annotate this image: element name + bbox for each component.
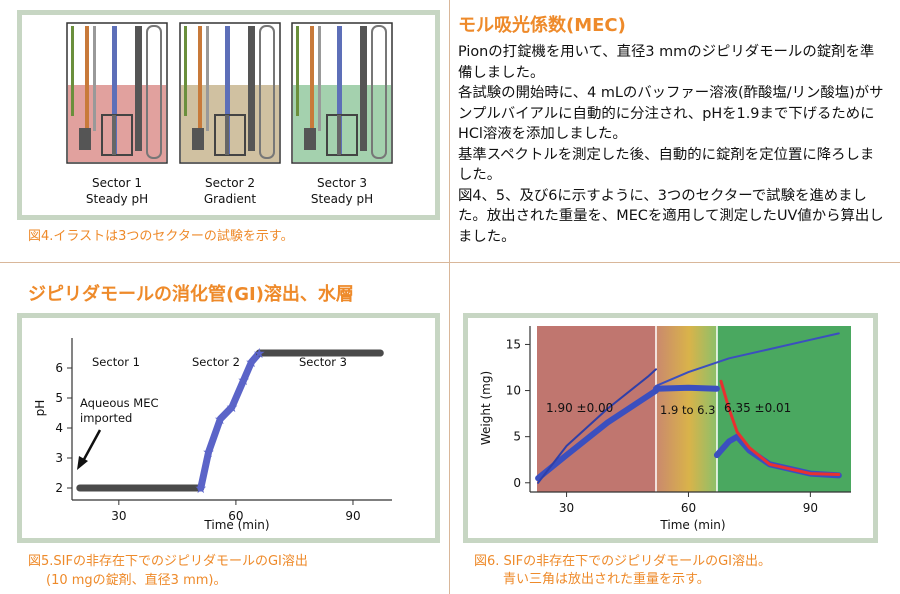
- mec-body: Pionの打錠機を用いて、直径3 mmのジピリダモールの錠剤を準備しました。 各…: [458, 42, 888, 247]
- ph-chart-ytick-label: 4: [55, 421, 63, 435]
- mec-paragraph-1: Pionの打錠機を用いて、直径3 mmのジピリダモールの錠剤を準備しました。: [458, 44, 875, 81]
- annotation-sector-2: Sector 2: [192, 355, 240, 369]
- ph-chart-ytick-label: 2: [55, 481, 63, 495]
- annotation-sector-3-ph: 6.35 ±0.01: [724, 401, 791, 415]
- ph-chart-point: [229, 404, 235, 410]
- weight-chart-ytick-label: 15: [506, 337, 521, 351]
- ph-chart-point: [206, 449, 212, 455]
- ph-chart-star-marker: ★: [202, 445, 215, 461]
- vessel-sector-3: [291, 22, 393, 164]
- weight-chart: 30 60 90 0 5 10 15 Time (min) Weight (mg) 1.90…: [479, 326, 851, 532]
- mec-title: モル吸光係数(MEC): [458, 15, 626, 36]
- ph-chart-point: [77, 485, 83, 491]
- sector-1-name: Sector 1: [92, 176, 142, 190]
- ph-chart-xlabel: Time (min): [203, 518, 269, 532]
- ph-chart-star-marker: ★: [194, 481, 207, 497]
- sector-3-desc: Steady pH: [311, 192, 373, 206]
- fig5-frame: 30 60 90 2 3 4 5 6 ★ ★ ★ ★ ★ ★ ★ Time (min) pH Sector…: [17, 313, 440, 543]
- ph-chart-point: [155, 485, 161, 491]
- fig6-frame: 30 60 90 0 5 10 15 Time (min) Weight (mg) 1.90…: [463, 313, 878, 543]
- weight-chart-xlabel: Time (min): [659, 518, 725, 532]
- mec-paragraph-3: 基準スペクトルを測定した後、自動的に錠剤を定位置に降ろしました。: [458, 146, 875, 184]
- ph-chart-point: [198, 485, 204, 491]
- sector-2-name: Sector 2: [205, 176, 255, 190]
- ph-chart-point: [217, 416, 223, 422]
- ph-chart-star-marker: ★: [253, 346, 266, 362]
- fig6-caption-line-1: 図6. SIFの非存在下でのジピリダモールのGI溶出。: [474, 554, 772, 569]
- weight-chart-xtick-label: 60: [681, 501, 696, 515]
- annotation-sector-2-ph: 1.9 to 6.3: [660, 403, 715, 417]
- weight-chart-ytick-label: 0: [513, 476, 521, 490]
- ph-chart-star-marker: ★: [226, 400, 239, 416]
- ph-chart-xtick-label: 30: [111, 509, 126, 523]
- sector-1-desc: Steady pH: [86, 192, 148, 206]
- gi-title: ジピリダモールの消化管(GI)溶出、水層: [28, 284, 354, 305]
- ph-chart-ytick-label: 5: [55, 391, 63, 405]
- ph-chart-point: [330, 350, 336, 356]
- weight-chart-ytick-label: 5: [513, 430, 521, 444]
- fig5-caption-line-1: 図5.SIFの非存在下でのジピリダモールのGI溶出: [28, 554, 308, 569]
- weight-chart-ylabel: Weight (mg): [479, 371, 493, 445]
- ph-chart-star-marker: ★: [245, 355, 258, 371]
- annotation-aqueous-mec: Aqueous MEC: [80, 396, 159, 410]
- sector-3-band: [717, 326, 851, 492]
- ph-chart-point: [116, 485, 122, 491]
- sector-illustration: Sector 1 Steady pH Sector 2 Gradient Sec…: [66, 22, 393, 206]
- ph-chart-ytick-label: 3: [55, 451, 63, 465]
- annotation-arrow: [80, 429, 102, 464]
- sector-2-desc: Gradient: [204, 192, 257, 206]
- weight-chart-series-4: [655, 332, 840, 387]
- ph-chart-ytick-label: 6: [55, 361, 63, 375]
- weight-chart-series-5: [719, 379, 841, 476]
- ph-chart-series-2: [197, 349, 263, 492]
- ph-chart-xtick-label: 90: [345, 509, 360, 523]
- fig6-caption-line-2: 青い三角は放出された重量を示す。: [503, 572, 710, 587]
- section-divider: [0, 262, 900, 263]
- ph-chart-ylabel: pH: [33, 400, 47, 417]
- weight-chart-series-6: [537, 368, 657, 484]
- sector-3-name: Sector 3: [317, 176, 367, 190]
- weight-chart-xtick-label: 30: [559, 501, 574, 515]
- column-divider: [449, 0, 450, 594]
- ph-chart-star-marker: ★: [237, 373, 250, 389]
- ph-chart-point: [241, 377, 247, 383]
- annotation-arrow-head: [77, 456, 88, 470]
- fig5-caption-line-2: (10 mgの錠剤、直径3 mm)。: [46, 573, 227, 588]
- annotation-sector-3: Sector 3: [299, 355, 347, 369]
- weight-chart-ytick-label: 10: [506, 384, 521, 398]
- mec-paragraph-4: 図4、5、及び6に示すように、3つのセクターで試験を進めました。放出された重量を…: [458, 187, 884, 245]
- weight-chart-xtick-label: 90: [803, 501, 818, 515]
- ph-chart-xtick-label: 60: [228, 509, 243, 523]
- fig4-frame: Sector 1 Steady pH Sector 2 Gradient Sec…: [17, 10, 440, 220]
- fig4-caption: 図4.イラストは3つのセクターの試験を示す。: [28, 229, 294, 244]
- sector-2-band: [655, 326, 717, 492]
- ph-chart-star-marker: ★: [214, 412, 227, 428]
- annotation-imported: imported: [80, 411, 132, 425]
- ph-chart-point: [256, 350, 262, 356]
- vessel-sector-1: [66, 22, 168, 164]
- weight-chart-series-1: [535, 387, 659, 482]
- weight-chart-series-2: [653, 384, 720, 392]
- annotation-sector-1: Sector 1: [92, 355, 140, 369]
- annotation-sector-1-ph: 1.90 ±0.00: [546, 401, 613, 415]
- vessel-sector-2: [179, 22, 281, 164]
- mec-paragraph-2: 各試験の開始時に、4 mLのバッファー溶液(酢酸塩/リン酸塩)がサンプルバイアル…: [458, 85, 884, 142]
- ph-chart-point: [291, 350, 297, 356]
- ph-chart-point: [377, 350, 383, 356]
- ph-chart-point: [249, 359, 255, 365]
